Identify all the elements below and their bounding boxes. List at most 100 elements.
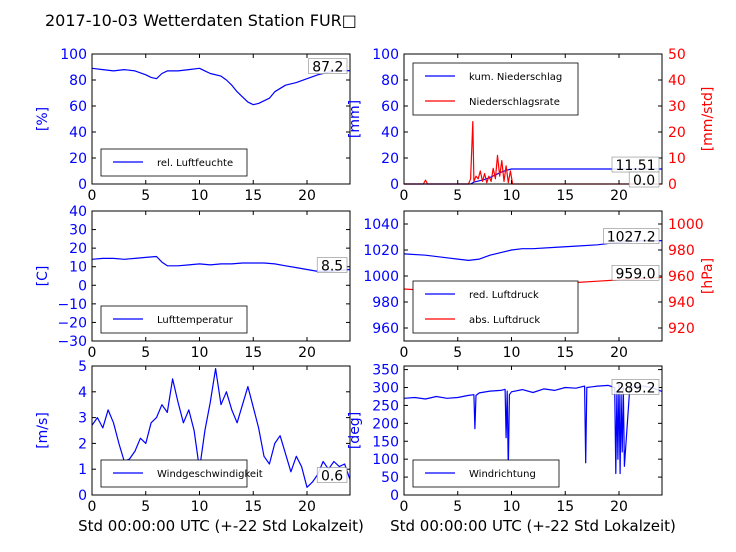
- y2-tick-label: 960: [668, 269, 695, 285]
- panel-humidity: 0 5 10 15 20 0 20 40 60 80 100 [%] rel. Luftfeuchte 8…: [35, 47, 351, 204]
- y-tick-label: −20: [57, 315, 87, 331]
- legend-label: Windgeschwindigkeit: [157, 469, 263, 480]
- x-tick-label: 10: [503, 499, 521, 515]
- axes-frame-precip: [403, 53, 663, 185]
- y2-tick-label: 1000: [668, 217, 704, 233]
- value-box-windspeed: [316, 467, 348, 483]
- x-tick-label: 15: [244, 345, 262, 361]
- y-tick-label: 960: [372, 321, 399, 337]
- x-tick-label: 5: [141, 188, 150, 204]
- y-tick-label: 350: [372, 363, 399, 379]
- y-tick-label: 50: [381, 470, 399, 486]
- x-tick-label: 10: [503, 345, 521, 361]
- x-tick-label: 0: [88, 188, 97, 204]
- y-tick-label: 40: [69, 125, 87, 141]
- x-tick-label: 5: [453, 499, 462, 515]
- legend-label: Niederschlagsrate: [469, 97, 560, 108]
- y2-tick-label: 50: [668, 47, 686, 63]
- legend-label: Lufttemperatur: [157, 315, 234, 326]
- legend-box-pressure: [412, 280, 579, 334]
- y-tick-label: 30: [69, 223, 87, 239]
- value-label-windspeed: 0.6: [321, 469, 343, 485]
- x-tick-label: 10: [191, 188, 209, 204]
- y-tick-label: 100: [372, 47, 399, 63]
- y-tick-label: 300: [372, 381, 399, 397]
- value-label-precip: 0.0: [633, 173, 655, 189]
- x-tick-label: 15: [556, 345, 574, 361]
- panel-pressure: 0 5 10 15 20 960 980 1000 1020 1040 920 940 960 980 10…: [363, 210, 716, 361]
- x-tick-label: 15: [244, 499, 262, 515]
- x-tick-label: 20: [610, 499, 628, 515]
- y-tick-label: 0: [78, 278, 87, 294]
- axes-frame-humidity: [91, 53, 351, 185]
- y-tick-label: 80: [69, 73, 87, 89]
- y2-axis-label: [mm/std]: [700, 87, 716, 152]
- y2-tick-label: 920: [668, 321, 695, 337]
- panel-temperature: 0 5 10 15 20 −30 −20 −10 0 10 20 30 40 [C] Lufttempera…: [35, 204, 351, 361]
- series-line-winddir-0: [403, 383, 663, 475]
- x-axis-label: Std 00:00:00 UTC (+-22 Std Lokalzeit): [78, 517, 364, 535]
- x-tick-label: 20: [298, 499, 316, 515]
- y-tick-label: 10: [69, 260, 87, 276]
- value-box-humidity: [308, 58, 348, 74]
- series-line-windspeed-0: [91, 368, 351, 488]
- legend-label: Windrichtung: [469, 469, 536, 480]
- legend-box-precip: [412, 62, 579, 116]
- y-axis-label: [mm]: [347, 100, 363, 138]
- x-tick-label: 20: [610, 188, 628, 204]
- y-tick-label: 3: [78, 411, 87, 427]
- legend-label: rel. Luftfeuchte: [157, 158, 233, 169]
- x-tick-label: 5: [141, 499, 150, 515]
- y-tick-label: 5: [78, 359, 87, 375]
- legend-label: abs. Luftdruck: [469, 315, 540, 326]
- x-tick-label: 10: [191, 499, 209, 515]
- value-box-pressure: [603, 228, 660, 244]
- y2-tick-label: 0: [668, 177, 677, 193]
- x-tick-label: 0: [88, 499, 97, 515]
- value-label-humidity: 87.2: [312, 60, 343, 76]
- figure-title: 2017-10-03 Wetterdaten Station FUR□: [45, 11, 357, 30]
- y-tick-label: 40: [69, 204, 87, 220]
- x-tick-label: 5: [453, 345, 462, 361]
- y2-tick-label: 20: [668, 125, 686, 141]
- y-tick-label: 2: [78, 436, 87, 452]
- y-axis-label: [deg]: [347, 412, 363, 449]
- x-axis-label: Std 00:00:00 UTC (+-22 Std Lokalzeit): [390, 517, 676, 535]
- x-tick-label: 15: [244, 188, 262, 204]
- x-tick-label: 0: [400, 345, 409, 361]
- x-tick-label: 10: [191, 345, 209, 361]
- y-tick-label: 150: [372, 434, 399, 450]
- y-tick-label: 0: [390, 488, 399, 504]
- y-tick-label: 1: [78, 462, 87, 478]
- y-axis-label: [m/s]: [35, 412, 51, 449]
- y-tick-label: 980: [372, 295, 399, 311]
- y2-tick-label: 30: [668, 99, 686, 115]
- value-label-temperature: 8.5: [321, 259, 343, 275]
- axes-frame-temperature: [91, 210, 351, 342]
- x-tick-label: 20: [298, 345, 316, 361]
- y-tick-label: 100: [60, 47, 87, 63]
- y-tick-label: −10: [57, 297, 87, 313]
- y2-tick-label: 940: [668, 295, 695, 311]
- x-tick-label: 15: [556, 499, 574, 515]
- y-tick-label: 4: [78, 385, 87, 401]
- y2-tick-label: 40: [668, 73, 686, 89]
- y-tick-label: 60: [69, 99, 87, 115]
- y2-tick-label: 10: [668, 151, 686, 167]
- x-tick-label: 0: [400, 499, 409, 515]
- x-tick-label: 10: [503, 188, 521, 204]
- y-tick-label: 40: [381, 125, 399, 141]
- y-tick-label: 200: [372, 416, 399, 432]
- x-tick-label: 5: [453, 188, 462, 204]
- y-tick-label: 100: [372, 452, 399, 468]
- x-tick-label: 5: [141, 345, 150, 361]
- y-tick-label: 20: [381, 151, 399, 167]
- y-tick-label: 60: [381, 99, 399, 115]
- x-tick-label: 0: [400, 188, 409, 204]
- axes-frame-winddir: [403, 365, 663, 496]
- x-tick-label: 20: [298, 188, 316, 204]
- value-box-precip: [628, 171, 660, 188]
- y-axis-label: [%]: [35, 107, 51, 131]
